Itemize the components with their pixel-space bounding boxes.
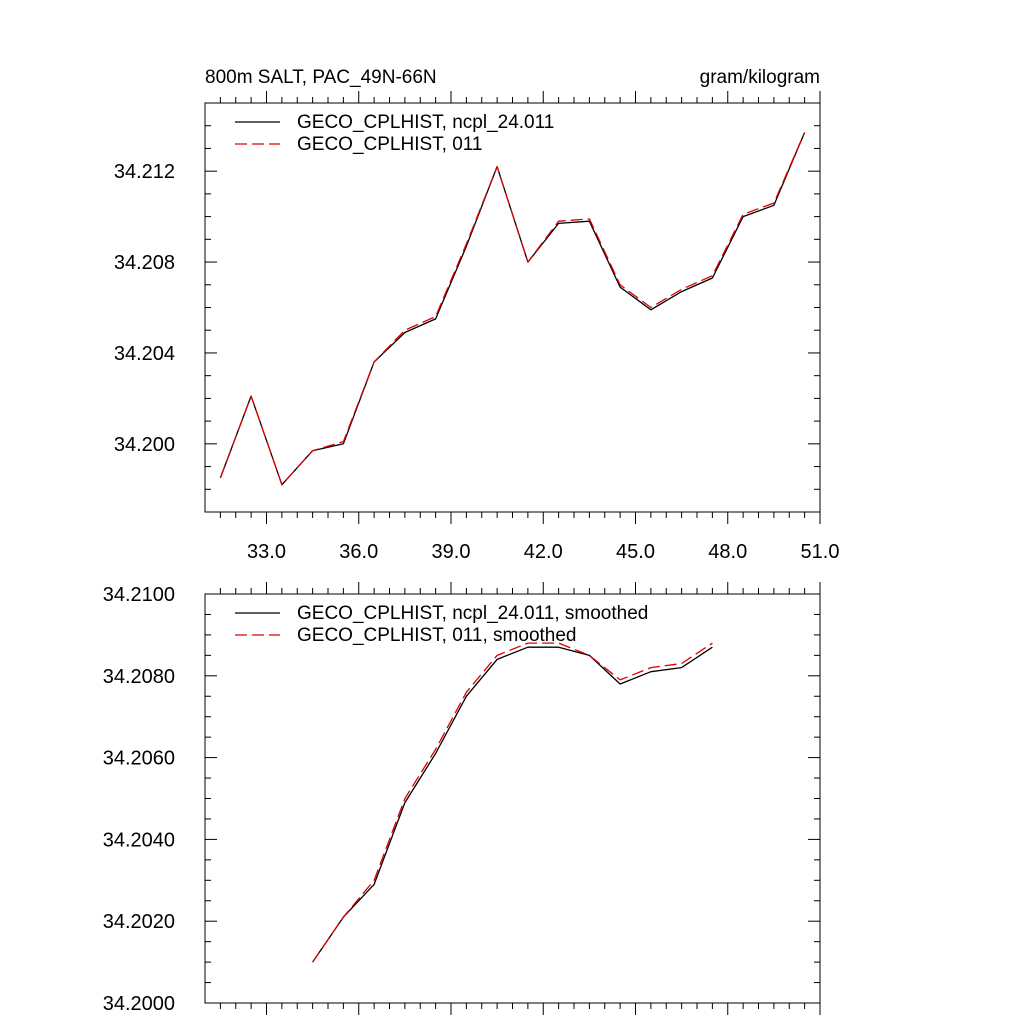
panel1-plot-frame — [204, 102, 821, 513]
panel2-plot-frame — [204, 593, 821, 1004]
lower-panel: 34.2000 34.2020 34.2040 34.2060 34.2080 34.21… — [103, 582, 821, 1015]
panel2-legend-label-2: GECO_CPLHIST, 011, smoothed — [297, 625, 577, 646]
panel1-y-tick-label: 34.212 — [114, 161, 175, 183]
panel1-x-tick-label: 33.0 — [247, 541, 286, 563]
panel1-legend-label-2: GECO_CPLHIST, 011 — [297, 134, 483, 155]
panel1-y-tick-label: 34.204 — [114, 343, 175, 365]
panel1-series-line-2 — [219, 132, 806, 486]
panel1-units-label: gram/kilogram — [700, 67, 820, 88]
panel2-y-tick-label: 34.2100 — [103, 584, 175, 606]
panel2-y-tick-label: 34.2000 — [103, 993, 175, 1015]
panel1-x-tick-label: 42.0 — [524, 541, 563, 563]
panel2-series-line-2 — [312, 642, 713, 963]
panel1-x-tick-label: 39.0 — [432, 541, 471, 563]
panel2-y-tick-label: 34.2020 — [103, 911, 175, 933]
panel1-title-left: 800m SALT, PAC_49N-66N — [205, 67, 437, 88]
panel2-series-line-1 — [312, 646, 713, 963]
panel1-y-tick-label: 34.200 — [114, 434, 175, 456]
panel2-legend-label-1: GECO_CPLHIST, ncpl_24.011, smoothed — [297, 603, 648, 624]
panel1-legend-label-1: GECO_CPLHIST, ncpl_24.011 — [297, 112, 554, 133]
panel1-series-line-1 — [219, 132, 806, 486]
panel2-y-tick-label: 34.2060 — [103, 748, 175, 770]
upper-panel: 34.200 34.204 34.208 34.212 33.0 36.0 39.0 42.0… — [114, 67, 840, 563]
panel1-x-tick-label: 45.0 — [616, 541, 655, 563]
panel2-y-tick-label: 34.2040 — [103, 829, 175, 851]
panel1-y-tick-label: 34.208 — [114, 252, 175, 274]
panel2-y-tick-label: 34.2080 — [103, 666, 175, 688]
panel1-x-tick-label: 36.0 — [339, 541, 378, 563]
panel1-x-tick-label: 48.0 — [708, 541, 747, 563]
panel1-x-tick-label: 51.0 — [801, 541, 840, 563]
